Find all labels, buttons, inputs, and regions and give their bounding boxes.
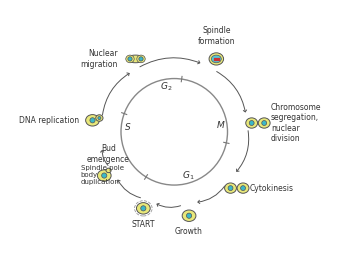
Ellipse shape [182,210,196,221]
Circle shape [228,186,233,191]
Ellipse shape [97,170,111,181]
Circle shape [139,57,143,61]
Text: Spindle pole
body
duplication: Spindle pole body duplication [81,165,124,185]
Circle shape [186,213,192,218]
Ellipse shape [106,168,111,173]
Text: Growth: Growth [175,227,203,236]
Text: Cytokinesis: Cytokinesis [250,183,294,193]
Ellipse shape [209,53,224,65]
Ellipse shape [137,55,145,63]
Text: Chromosome
segregation,
nuclear
division: Chromosome segregation, nuclear division [271,103,322,143]
Text: G$_1$: G$_1$ [182,169,195,182]
Circle shape [90,118,95,123]
Circle shape [102,173,107,178]
Ellipse shape [96,115,103,121]
Text: M: M [217,121,224,130]
Circle shape [249,121,254,126]
Ellipse shape [237,183,249,193]
Ellipse shape [246,118,258,128]
Ellipse shape [126,55,144,63]
Ellipse shape [258,118,270,128]
Text: DNA replication: DNA replication [19,116,80,125]
Ellipse shape [126,55,134,63]
Ellipse shape [86,115,99,126]
Circle shape [141,206,146,211]
Ellipse shape [211,55,221,63]
Ellipse shape [225,183,236,193]
Circle shape [128,57,132,61]
Text: Bud
emergence: Bud emergence [87,145,130,164]
Text: Spindle
formation: Spindle formation [198,26,235,46]
Circle shape [98,116,101,120]
Ellipse shape [136,203,150,214]
Text: G$_2$: G$_2$ [160,80,172,93]
Text: S: S [125,123,131,132]
Text: Nuclear
migration: Nuclear migration [80,49,117,69]
Text: START: START [132,220,155,229]
Circle shape [262,121,267,126]
Circle shape [241,186,245,191]
